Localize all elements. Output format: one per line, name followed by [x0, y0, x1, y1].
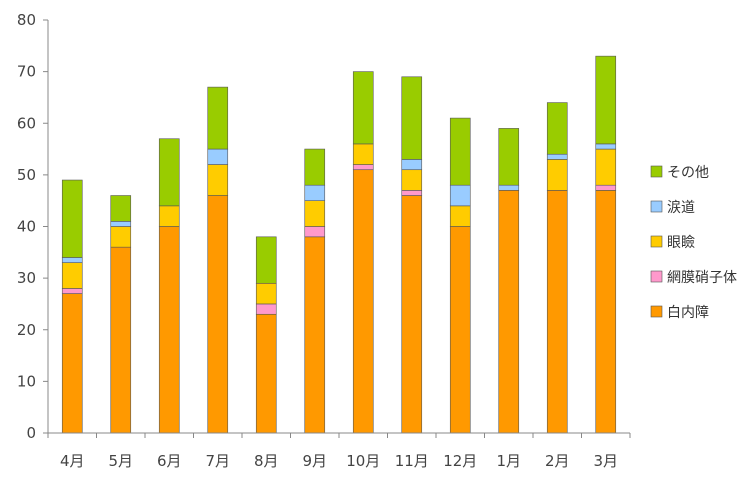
bar-segment [498, 190, 520, 434]
x-tick-label: 12月 [443, 452, 477, 470]
bar-segment [255, 313, 277, 434]
bar-segment [352, 164, 374, 171]
legend-item: 眼瞼 [650, 235, 695, 251]
x-tick-label: 10月 [346, 452, 380, 470]
bars-group [61, 55, 617, 434]
bar-segment [401, 195, 423, 434]
bar-segment [110, 246, 132, 434]
bar-segment [401, 190, 423, 196]
bar-segment [61, 257, 83, 263]
y-tick-label: 20 [17, 321, 36, 339]
legend-label: 網膜硝子体 [667, 270, 737, 286]
bar-segment [255, 236, 277, 284]
bar-segment [595, 190, 617, 434]
legend-swatch [650, 200, 663, 213]
y-tick-label: 70 [17, 63, 36, 81]
bar-segment [207, 86, 229, 150]
bar-segment [207, 164, 229, 196]
bar-segment [207, 148, 229, 165]
bar-segment [595, 148, 617, 186]
bar-segment [546, 102, 568, 155]
bar-segment [158, 226, 180, 434]
x-tick-label: 4月 [60, 452, 85, 470]
bar-segment [61, 293, 83, 434]
bar-segment [304, 184, 326, 201]
bar-segment [595, 143, 617, 150]
legend-swatch [650, 270, 663, 283]
bar-segment [352, 169, 374, 434]
bar-segment [158, 205, 180, 227]
bar-segment [61, 262, 83, 289]
bar-segment [546, 153, 568, 160]
bar-segment [110, 221, 132, 227]
bar-segment [498, 184, 520, 191]
bar-segment [595, 184, 617, 191]
legend-item: 白内障 [650, 305, 709, 321]
bar-segment [352, 71, 374, 145]
bar-segment [110, 195, 132, 222]
x-tick-label: 3月 [593, 452, 618, 470]
bar-segment [401, 159, 423, 171]
bar-segment [352, 143, 374, 165]
legend-label: 涙道 [667, 199, 695, 216]
y-tick-label: 80 [17, 11, 36, 29]
bar-segment [449, 226, 471, 434]
legend-swatch [650, 305, 663, 318]
x-tick-label: 9月 [302, 452, 327, 470]
x-tick-label: 1月 [496, 452, 521, 470]
bar-segment [546, 159, 568, 191]
legend-label: その他 [667, 165, 709, 181]
bar-segment [61, 288, 83, 294]
bar-segment [401, 169, 423, 191]
bar-segment [449, 184, 471, 207]
bar-segment [110, 226, 132, 248]
y-tick-label: 50 [17, 166, 36, 184]
legend-swatch [650, 165, 663, 178]
bar-segment [401, 76, 423, 160]
x-tick-label: 5月 [108, 452, 133, 470]
y-tick-label: 0 [26, 424, 36, 442]
bar-segment [61, 179, 83, 258]
bar-segment [449, 205, 471, 227]
legend-item: 網膜硝子体 [650, 270, 737, 286]
bar-segment [158, 138, 180, 207]
x-tick-label: 8月 [254, 452, 279, 470]
bar-segment [304, 226, 326, 238]
x-tick-label: 11月 [395, 452, 429, 470]
bar-segment [255, 303, 277, 315]
bar-segment [207, 195, 229, 434]
y-tick-label: 60 [17, 114, 36, 132]
legend-label: 眼瞼 [667, 235, 695, 251]
bar-segment [304, 236, 326, 434]
bar-segment [304, 200, 326, 227]
legend-swatch [650, 235, 663, 248]
x-axis-labels: 4月 5月 6月 7月 8月 9月 10月 11月 12月 1月 2月 3月 [60, 452, 618, 470]
x-tick-label: 2月 [545, 452, 570, 470]
y-axis-ticks: 0 10 20 30 40 50 60 70 80 [17, 11, 48, 442]
legend-item: 涙道 [650, 199, 695, 216]
x-tick-label: 6月 [157, 452, 182, 470]
legend-label: 白内障 [667, 305, 709, 321]
y-tick-label: 10 [17, 372, 36, 390]
y-tick-label: 40 [17, 218, 36, 236]
axes-group [47, 20, 631, 438]
bar-segment [449, 117, 471, 186]
bar-segment [255, 282, 277, 305]
bar-segment [546, 190, 568, 434]
x-tick-label: 7月 [205, 452, 230, 470]
y-tick-label: 30 [17, 269, 36, 287]
legend-item: その他 [650, 165, 709, 181]
bar-segment [595, 55, 617, 145]
bar-segment [304, 148, 326, 186]
bar-segment [498, 128, 520, 186]
